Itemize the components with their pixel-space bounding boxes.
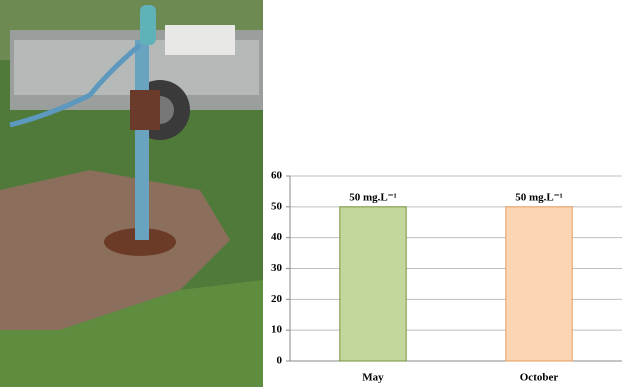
figure-canvas: 0 10 20 30 40 50 60 May 50 mg.L⁻¹ October 50 mg.L⁻… xyxy=(0,0,627,387)
x-tick-label: May xyxy=(362,372,384,384)
bar xyxy=(340,207,406,361)
figure: 0 10 20 30 40 50 60 May 50 mg.L⁻¹ October 50 mg.L⁻… xyxy=(0,0,627,387)
y-tick-label: 10 xyxy=(271,324,283,336)
y-tick-label: 60 xyxy=(271,170,283,182)
y-tick-label: 30 xyxy=(271,262,283,274)
y-tick-label: 0 xyxy=(277,355,283,367)
y-tick-label: 50 xyxy=(271,200,283,212)
value-label: 50 mg.L⁻¹ xyxy=(515,191,563,203)
y-tick-label: 40 xyxy=(271,231,283,243)
y-tick-label: 20 xyxy=(271,293,283,305)
x-tick-label: October xyxy=(520,372,559,384)
bar xyxy=(506,207,572,361)
value-label: 50 mg.L⁻¹ xyxy=(349,191,397,203)
photo xyxy=(0,0,263,387)
